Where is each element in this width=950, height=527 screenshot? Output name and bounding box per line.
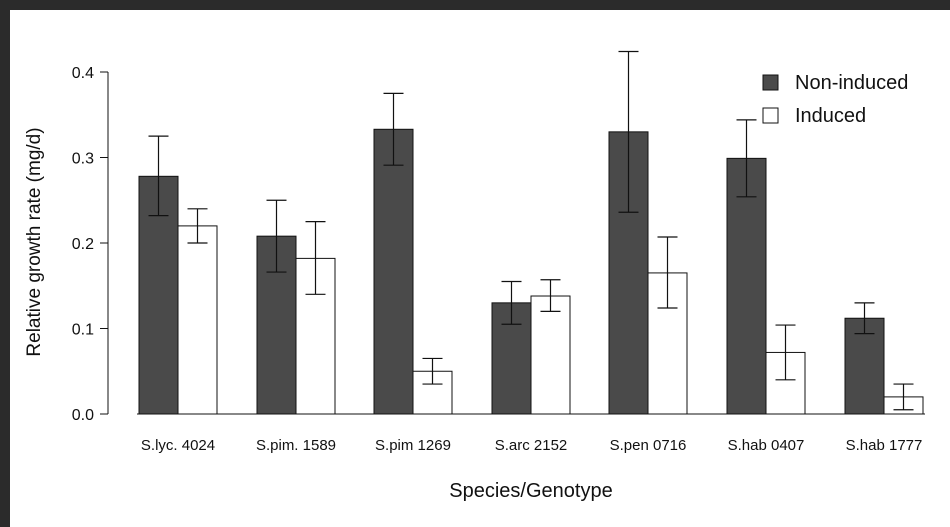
y-axis: 0.0 0.1 0.2 0.3 0.4 (72, 65, 109, 424)
y-axis-label: Relative growth rate (mg/d) (24, 127, 45, 356)
y-tick-label: 0.1 (72, 322, 94, 339)
y-tick-label: 0.4 (72, 65, 94, 82)
x-axis-label: Species/Genotype (449, 480, 612, 502)
legend: Non-induced Induced (762, 72, 908, 127)
error-bars-group (148, 50, 914, 411)
bar-induced (412, 370, 453, 415)
y-tick-label: 0.3 (72, 151, 94, 168)
legend-label: Induced (795, 105, 866, 127)
x-axis: S.lyc. 4024 S.pim. 1589 S.pim 1269 S.arc 21… (137, 413, 925, 454)
bar-non-induced (491, 302, 532, 415)
bar-induced (177, 225, 218, 415)
y-tick-label: 0.0 (72, 407, 94, 424)
bar-induced (530, 295, 571, 415)
x-tick-label: S.pim. 1589 (256, 437, 336, 454)
x-tick-label: S.pim 1269 (375, 437, 451, 454)
x-tick-label: S.lyc. 4024 (141, 437, 215, 454)
legend-label: Non-induced (795, 72, 908, 94)
legend-swatch (762, 107, 779, 124)
bar-non-induced (373, 128, 414, 415)
bars-group (138, 128, 924, 415)
bar-induced (765, 351, 806, 415)
x-tick-label: S.arc 2152 (495, 437, 568, 454)
x-tick-label: S.pen 0716 (610, 437, 687, 454)
y-tick-label: 0.2 (72, 236, 94, 253)
x-tick-label: S.hab 1777 (846, 437, 923, 454)
bar-non-induced (726, 157, 767, 415)
legend-swatch (762, 74, 779, 91)
x-tick-label: S.hab 0407 (728, 437, 805, 454)
